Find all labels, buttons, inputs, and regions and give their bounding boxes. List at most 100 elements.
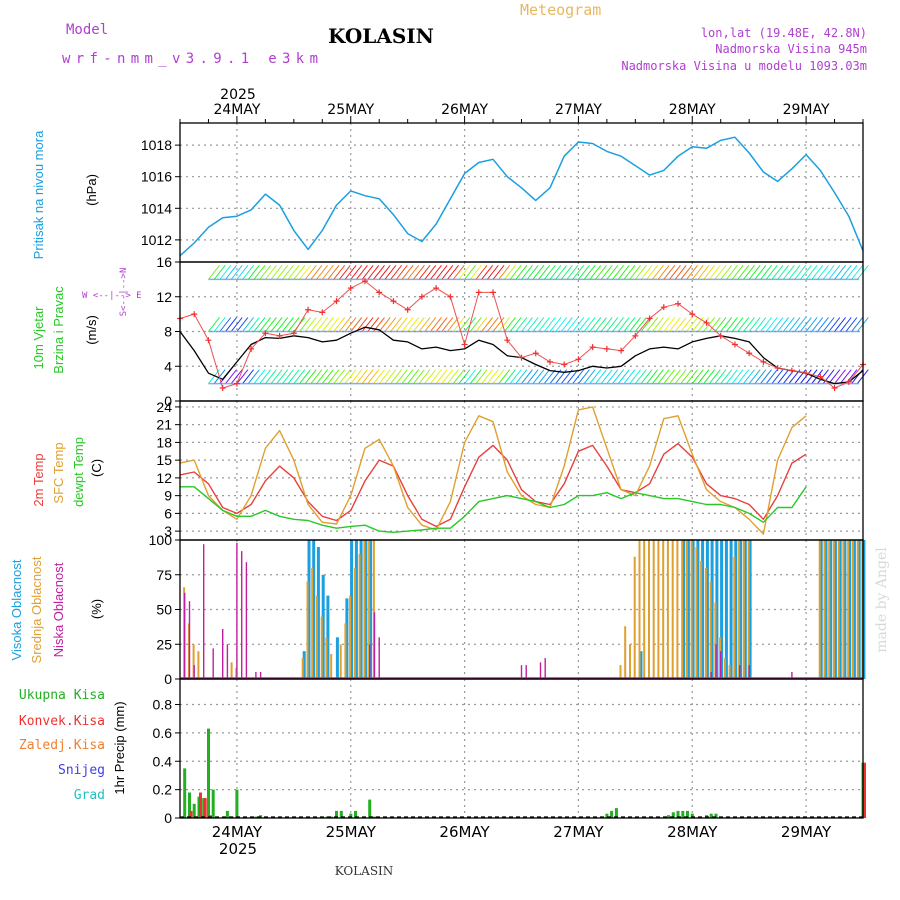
precip-legend-item: Ukupna Kisa (19, 688, 105, 703)
y-tick-label: 100 (149, 532, 173, 548)
cloud-mid-bar (372, 540, 375, 679)
wind-barb (629, 317, 642, 332)
cloud-high-bar (701, 540, 705, 679)
cloud-high-bar (848, 540, 852, 679)
wind-title-2: Brzina i Pravac (51, 286, 66, 374)
wind-barb (589, 317, 602, 332)
wind-barb (327, 265, 340, 280)
gust-marker (731, 341, 738, 348)
wind-barb (794, 317, 807, 332)
wind-barb (344, 265, 357, 280)
wind-barb (282, 369, 294, 384)
cloud-high-bar (359, 540, 363, 679)
wind-barb (373, 265, 385, 280)
wind-barb (663, 317, 676, 332)
wind-barb (703, 265, 716, 280)
gust-marker (233, 380, 240, 387)
wind-barb (515, 317, 528, 332)
cloud-high-bar (739, 540, 743, 679)
cloud-low-bar (193, 665, 195, 679)
wind-barb (412, 317, 425, 332)
precip-total-bar (335, 810, 338, 818)
cloud-high-bar (843, 540, 847, 679)
cloud-high-bar (307, 540, 311, 679)
precip-total-bar (614, 808, 618, 818)
wind-barb (708, 265, 721, 280)
wind-barb (771, 369, 784, 384)
wind-barb (600, 317, 613, 332)
wind-barb (264, 369, 277, 384)
gust-marker (646, 315, 653, 322)
wind-barb (441, 265, 454, 280)
wind-barb (851, 317, 864, 332)
wind-barb (845, 317, 858, 332)
wind-barb (543, 265, 556, 280)
model-elevation-text: Nadmorska Visina u modelu 1093.03m (621, 59, 867, 73)
pressure-line (179, 136, 864, 257)
cloud-mid-bar (671, 540, 674, 679)
wind-barb (726, 369, 738, 384)
wind-barb (788, 317, 801, 332)
wind-barb (532, 369, 545, 384)
wind-barb (572, 369, 585, 384)
wind-barb (504, 369, 516, 384)
wind-barb (504, 265, 516, 280)
wind-barb (361, 317, 374, 332)
precip-legend: Ukupna Kisa Konvek.Kisa Zaledj.Kisa Snijeg G… (19, 688, 105, 803)
precip-total-bar (681, 810, 685, 818)
wind-barb (674, 369, 687, 384)
precip-total-bar (709, 813, 713, 818)
cloud-high-bar (316, 547, 320, 679)
cloud-mid-bar (681, 540, 684, 679)
cloud-high-bar (824, 540, 828, 679)
cloud-mid-bar (738, 540, 741, 679)
wind-barb (674, 317, 687, 332)
wind-barb (213, 265, 226, 280)
wind-barb (737, 369, 750, 384)
wind-barb (299, 369, 311, 384)
cloud-low-bar (188, 601, 191, 679)
wind-barb (230, 265, 243, 280)
grid-layer (180, 123, 863, 818)
wind-barb (361, 265, 374, 280)
gust-marker (461, 341, 468, 348)
wind-barb (401, 317, 414, 332)
cloud-low-bar (720, 651, 722, 679)
wind-barb (617, 369, 630, 384)
wind-barb (811, 317, 824, 332)
cloud-low-bar (520, 665, 523, 679)
cloud-mid-bar (619, 665, 622, 679)
wind-barb (287, 265, 300, 280)
wind-barb (242, 265, 255, 280)
wind-barb (430, 317, 442, 332)
wind-barb (777, 369, 790, 384)
cloud-mid-bar (311, 567, 314, 679)
gust-marker (632, 332, 639, 339)
wind-barb (646, 265, 659, 280)
wind-barb (486, 369, 499, 384)
wind-barb (225, 369, 237, 384)
wind-barb (435, 317, 448, 332)
cloud-low-bar (369, 644, 371, 680)
y-tick-label: 1012 (141, 232, 172, 248)
wind-barb (259, 369, 272, 384)
wind-barb (327, 317, 340, 332)
wind-barb (293, 265, 306, 280)
precip-total-bar (714, 813, 718, 818)
wind-barb (481, 369, 494, 384)
cloud-mid-bar (818, 540, 821, 679)
cloud-mid-bar (728, 665, 731, 679)
wind-barb (640, 369, 653, 384)
wind-barb (321, 317, 334, 332)
precip-total-bar (188, 792, 191, 818)
wind-barb (669, 265, 681, 280)
wind-barb (640, 265, 653, 280)
wind-barb (652, 317, 664, 332)
wind-barb (737, 317, 750, 332)
wind-barb (344, 317, 357, 332)
wind-barb (236, 317, 249, 332)
gust-marker (760, 358, 767, 365)
wind-barb (817, 265, 829, 280)
wind-barb (578, 265, 590, 280)
wind-barb (538, 317, 550, 332)
